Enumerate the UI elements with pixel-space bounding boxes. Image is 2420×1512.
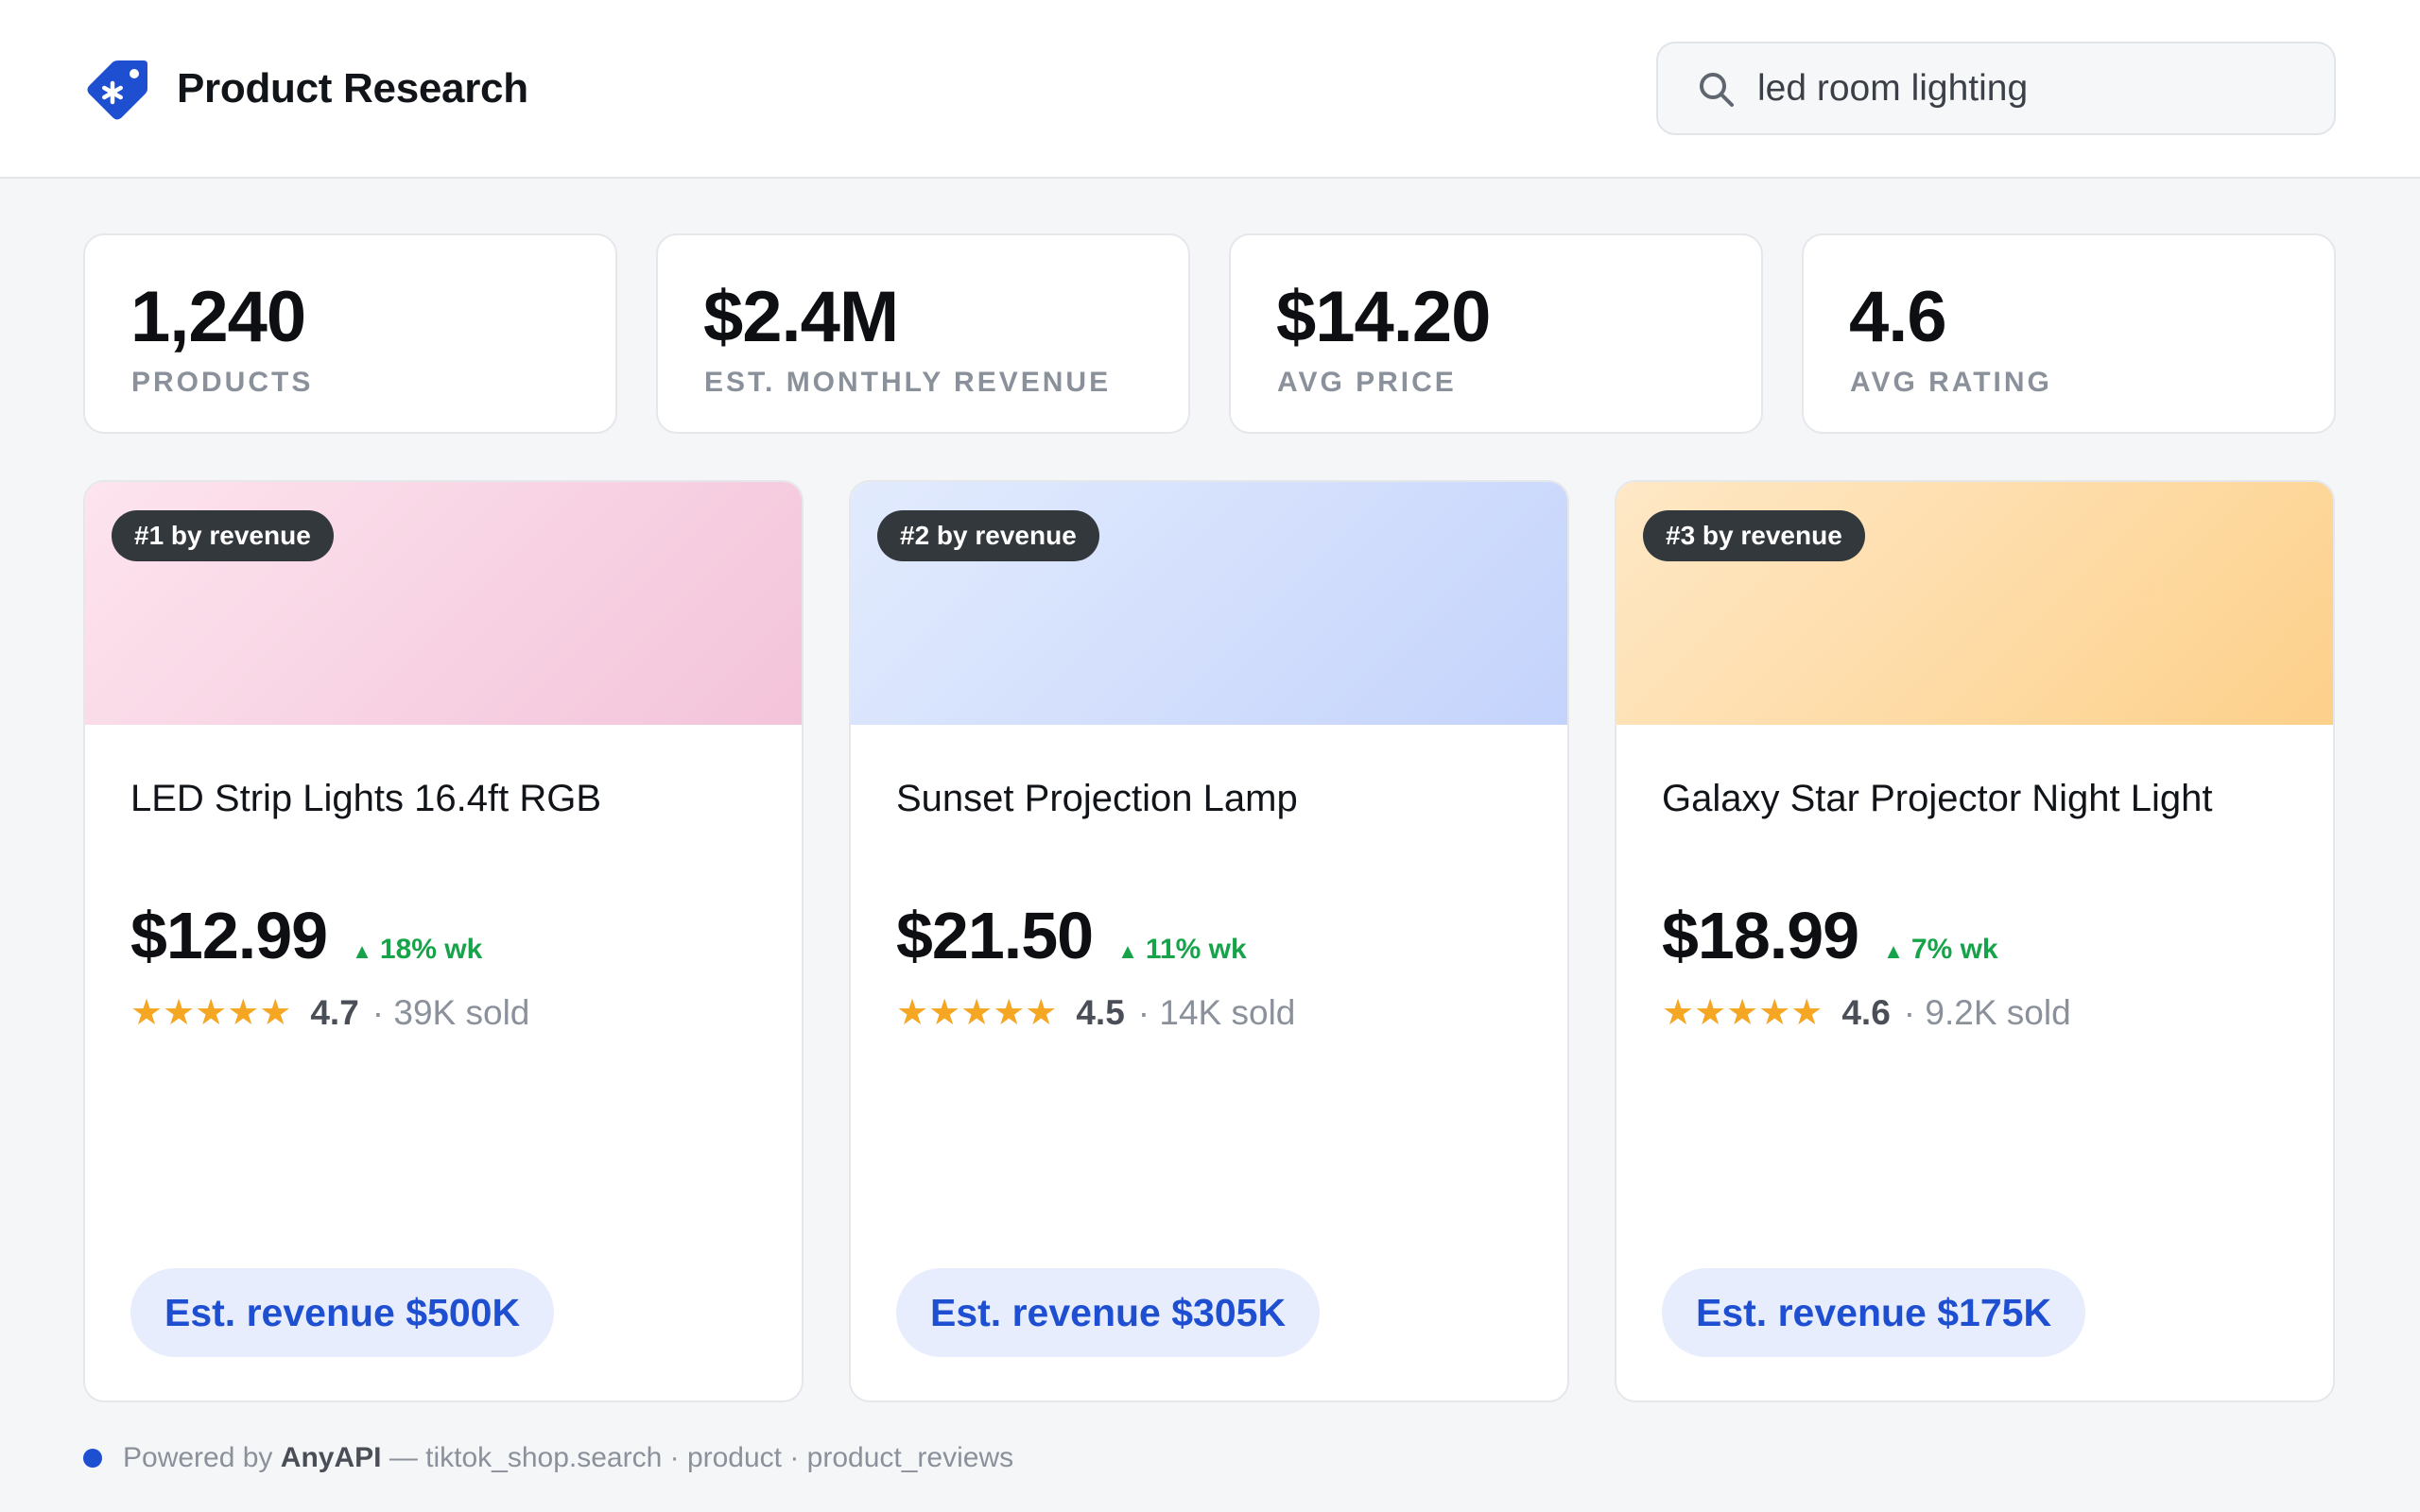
- trend-up-icon: ▲: [352, 939, 372, 963]
- price-row: $12.99 ▲ 18% wk: [130, 888, 482, 983]
- product-name[interactable]: LED Strip Lights 16.4ft RGB: [130, 778, 602, 819]
- stat-value: 1,240: [130, 277, 306, 357]
- revenue-badge: Est. revenue $175K: [1662, 1268, 2086, 1357]
- trend-up-icon: ▲: [1117, 939, 1138, 963]
- app-title: Product Research: [177, 65, 528, 112]
- rating-row: ★★★★★ 4.7 · 39K sold: [130, 985, 529, 1041]
- revenue-badge: Est. revenue $305K: [896, 1268, 1321, 1357]
- stat-label: AVG PRICE: [1277, 367, 1457, 398]
- revenue-badge: Est. revenue $500K: [130, 1268, 555, 1357]
- footer-brand: AnyAPI: [280, 1442, 382, 1473]
- top-bar: Product Research: [0, 0, 2420, 179]
- stat-card-products: 1,240 PRODUCTS: [83, 233, 617, 434]
- trend-value: 11% wk: [1145, 934, 1247, 965]
- rank-badge: #1 by revenue: [112, 510, 334, 561]
- rank-badge: #2 by revenue: [877, 510, 1099, 561]
- search-box[interactable]: [1656, 42, 2336, 135]
- footer-suffix: — tiktok_shop.search · product · product…: [389, 1442, 1014, 1473]
- rating-row: ★★★★★ 4.6 · 9.2K sold: [1662, 985, 2071, 1041]
- product-card[interactable]: #2 by revenue Sunset Projection Lamp $21…: [849, 480, 1569, 1402]
- sold-count: · 9.2K sold: [1903, 993, 2071, 1032]
- footer-prefix: Powered by: [123, 1442, 273, 1473]
- sold-count: · 39K sold: [372, 993, 530, 1032]
- price-row: $18.99 ▲ 7% wk: [1662, 888, 1998, 983]
- status-dot-icon: [83, 1449, 102, 1468]
- tag-icon: [87, 60, 147, 120]
- trend-up-icon: ▲: [1883, 939, 1904, 963]
- rating-value: 4.6: [1841, 993, 1891, 1032]
- stat-label: AVG RATING: [1850, 367, 2052, 398]
- stat-label: PRODUCTS: [131, 367, 314, 398]
- stat-card-revenue: $2.4M EST. MONTHLY REVENUE: [656, 233, 1190, 434]
- product-price: $21.50: [896, 899, 1094, 972]
- stat-value: 4.6: [1849, 277, 1947, 357]
- stat-card-avg-rating: 4.6 AVG RATING: [1802, 233, 2336, 434]
- stat-value: $2.4M: [703, 277, 899, 357]
- sold-count: · 14K sold: [1137, 993, 1296, 1032]
- star-rating-icon: ★★★★★: [130, 993, 292, 1033]
- rating-value: 4.5: [1076, 993, 1125, 1032]
- price-row: $21.50 ▲ 11% wk: [896, 888, 1247, 983]
- product-card[interactable]: #1 by revenue LED Strip Lights 16.4ft RG…: [83, 480, 804, 1402]
- rating-value: 4.7: [310, 993, 359, 1032]
- footer: Powered by AnyAPI — tiktok_shop.search ·…: [83, 1438, 1013, 1478]
- rating-row: ★★★★★ 4.5 · 14K sold: [896, 985, 1295, 1041]
- stat-value: $14.20: [1276, 277, 1491, 357]
- star-rating-icon: ★★★★★: [1662, 993, 1824, 1033]
- search-input[interactable]: [1757, 60, 2306, 117]
- rank-badge: #3 by revenue: [1643, 510, 1865, 561]
- trend-value: 7% wk: [1910, 934, 1998, 965]
- stat-card-avg-price: $14.20 AVG PRICE: [1229, 233, 1763, 434]
- trend-badge: ▲ 18% wk: [352, 934, 482, 966]
- product-card[interactable]: #3 by revenue Galaxy Star Projector Nigh…: [1615, 480, 2335, 1402]
- trend-badge: ▲ 11% wk: [1117, 934, 1247, 966]
- footer-text: Powered by AnyAPI — tiktok_shop.search ·…: [123, 1442, 1013, 1474]
- product-name[interactable]: Sunset Projection Lamp: [896, 778, 1298, 819]
- product-name[interactable]: Galaxy Star Projector Night Light: [1662, 778, 2213, 819]
- stat-label: EST. MONTHLY REVENUE: [704, 367, 1112, 398]
- search-icon: [1700, 73, 1734, 107]
- trend-badge: ▲ 7% wk: [1883, 934, 1998, 966]
- product-price: $18.99: [1662, 899, 1859, 972]
- product-price: $12.99: [130, 899, 328, 972]
- trend-value: 18% wk: [379, 934, 483, 965]
- star-rating-icon: ★★★★★: [896, 993, 1058, 1033]
